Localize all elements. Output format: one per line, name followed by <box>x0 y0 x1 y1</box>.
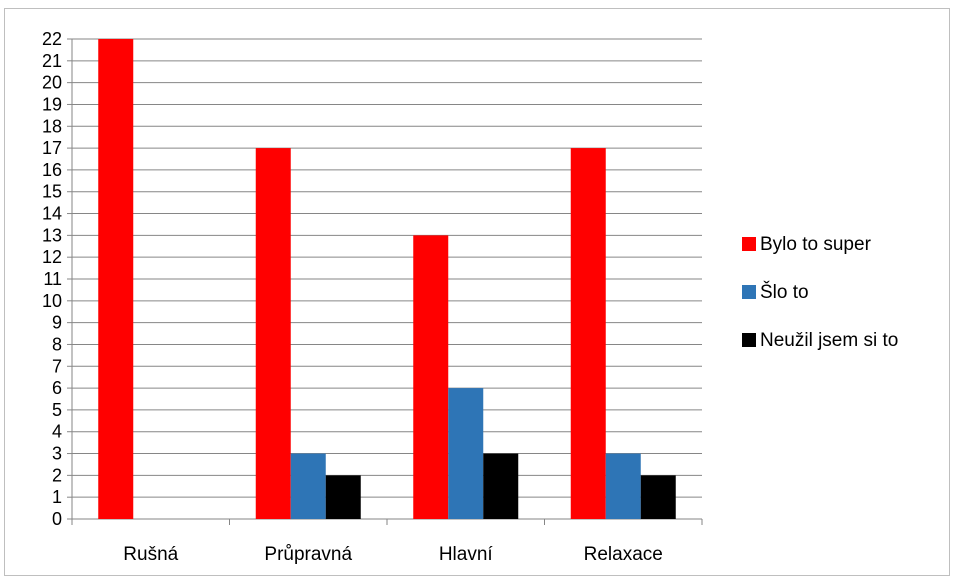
y-tick-label: 14 <box>42 204 62 224</box>
y-tick-label: 12 <box>42 247 62 267</box>
gridlines <box>72 38 702 498</box>
legend-label: Neužil jsem si to <box>760 330 898 351</box>
bar <box>483 453 519 519</box>
bar <box>448 388 484 519</box>
bar <box>570 148 606 519</box>
bar <box>255 148 291 519</box>
y-tick-label: 4 <box>52 422 62 442</box>
y-tick-label: 20 <box>42 73 62 93</box>
x-category-label: Rušná <box>123 544 178 565</box>
legend-label: Bylo to super <box>760 234 872 255</box>
bar <box>605 453 641 519</box>
legend-swatch <box>742 285 756 299</box>
axes <box>67 38 703 525</box>
x-category-label: Hlavní <box>439 544 494 565</box>
y-tick-label: 8 <box>52 334 62 354</box>
legend: Bylo to super Šlo to Neužil jsem si to <box>742 234 898 351</box>
legend-label: Šlo to <box>760 281 809 303</box>
x-category-label: Relaxace <box>584 544 663 565</box>
x-category-label: Průpravná <box>264 544 352 565</box>
x-axis-categories: Rušná Průpravná Hlavní Relaxace <box>123 544 663 565</box>
y-tick-label: 11 <box>43 269 62 289</box>
y-tick-label: 21 <box>42 51 62 71</box>
bar <box>413 235 449 519</box>
bars <box>98 39 676 519</box>
y-tick-label: 7 <box>52 356 62 376</box>
bar <box>325 475 361 519</box>
legend-swatch <box>742 333 756 347</box>
bar <box>98 39 134 519</box>
y-tick-label: 6 <box>52 378 62 398</box>
y-tick-label: 16 <box>42 160 62 180</box>
y-tick-label: 2 <box>52 465 62 485</box>
y-tick-label: 3 <box>52 444 62 464</box>
y-tick-label: 18 <box>42 116 62 136</box>
y-tick-label: 13 <box>42 225 62 245</box>
bar <box>640 475 676 519</box>
y-tick-label: 10 <box>42 291 62 311</box>
bar <box>290 453 326 519</box>
y-tick-label: 5 <box>52 400 62 420</box>
y-tick-label: 22 <box>42 29 62 49</box>
y-tick-label: 19 <box>42 94 62 114</box>
y-tick-label: 1 <box>52 487 62 507</box>
y-tick-label: 9 <box>52 313 62 333</box>
y-tick-label: 17 <box>42 138 62 158</box>
y-tick-label: 15 <box>42 182 62 202</box>
legend-swatch <box>742 237 756 251</box>
y-tick-label: 0 <box>52 509 62 529</box>
